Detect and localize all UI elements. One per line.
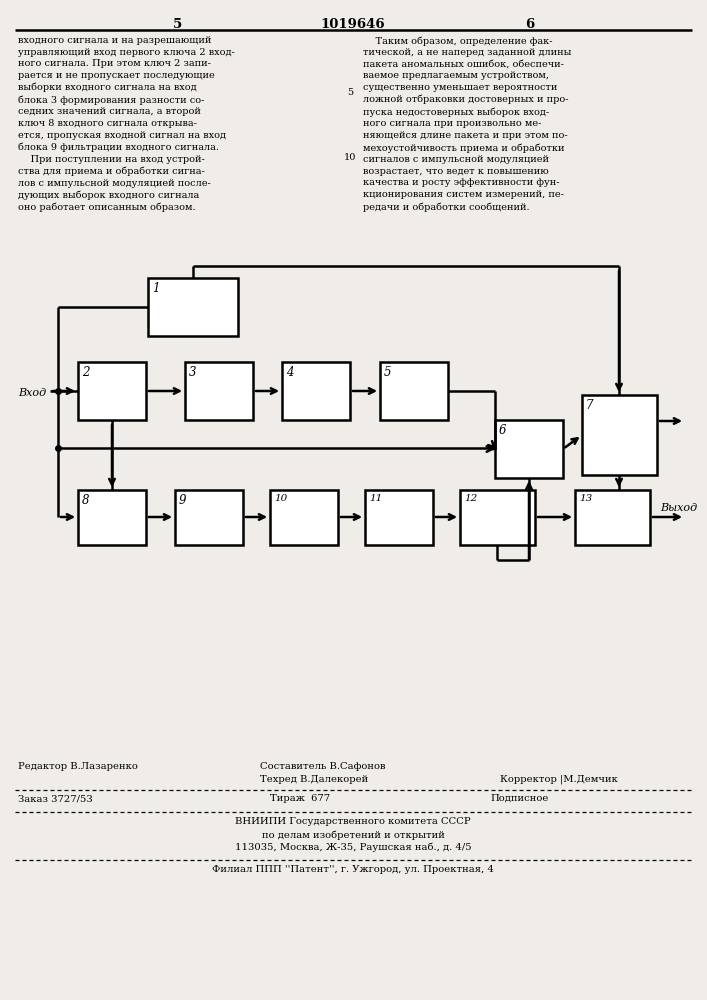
Text: Выход: Выход — [660, 503, 697, 513]
Bar — [78, 490, 146, 545]
Text: 11: 11 — [369, 494, 382, 503]
Text: 2: 2 — [82, 366, 90, 379]
Bar — [185, 362, 253, 420]
Text: по делам изобретений и открытий: по делам изобретений и открытий — [262, 830, 445, 840]
Text: 1: 1 — [152, 282, 160, 295]
Text: Корректор |М.Демчик: Корректор |М.Демчик — [500, 775, 618, 784]
Text: ВНИИПИ Государственного комитета СССР: ВНИИПИ Государственного комитета СССР — [235, 817, 471, 826]
Bar — [582, 395, 657, 475]
Text: входного сигнала и на разрешающий
управляющий вход первого ключа 2 вход-
ного си: входного сигнала и на разрешающий управл… — [18, 36, 235, 212]
Bar — [270, 490, 338, 545]
Text: 10: 10 — [344, 153, 356, 162]
Text: 9: 9 — [179, 494, 187, 507]
Text: 4: 4 — [286, 366, 293, 379]
Text: 13: 13 — [579, 494, 592, 503]
Text: 6: 6 — [499, 424, 506, 437]
Text: 10: 10 — [274, 494, 287, 503]
Text: Филиал ППП ''Патент'', г. Ужгород, ул. Проектная, 4: Филиал ППП ''Патент'', г. Ужгород, ул. П… — [212, 865, 494, 874]
Bar — [460, 490, 535, 545]
Text: 5: 5 — [384, 366, 392, 379]
Text: Заказ 3727/53: Заказ 3727/53 — [18, 794, 93, 803]
Text: Подписное: Подписное — [490, 794, 549, 803]
Text: 12: 12 — [464, 494, 477, 503]
Text: 8: 8 — [82, 494, 90, 507]
Text: 5: 5 — [173, 18, 182, 31]
Text: Вход: Вход — [18, 388, 46, 398]
Bar — [175, 490, 243, 545]
Text: Тираж  677: Тираж 677 — [270, 794, 330, 803]
Bar — [495, 420, 563, 478]
Text: 3: 3 — [189, 366, 197, 379]
Bar — [148, 278, 238, 336]
Text: 7: 7 — [586, 399, 593, 412]
Text: Техред В.Далекорей: Техред В.Далекорей — [260, 775, 368, 784]
Text: Редактор В.Лазаренко: Редактор В.Лазаренко — [18, 762, 138, 771]
Text: 113035, Москва, Ж-35, Раушская наб., д. 4/5: 113035, Москва, Ж-35, Раушская наб., д. … — [235, 843, 472, 852]
Text: Составитель В.Сафонов: Составитель В.Сафонов — [260, 762, 385, 771]
Text: 5: 5 — [347, 88, 353, 97]
Text: 6: 6 — [525, 18, 534, 31]
Bar — [575, 490, 650, 545]
Bar — [282, 362, 350, 420]
Bar — [365, 490, 433, 545]
Text: Таким образом, определение фак-
тической, а не наперед заданной длины
пакета ано: Таким образом, определение фак- тической… — [363, 36, 571, 212]
Bar — [380, 362, 448, 420]
Bar — [78, 362, 146, 420]
Text: 1019646: 1019646 — [321, 18, 385, 31]
